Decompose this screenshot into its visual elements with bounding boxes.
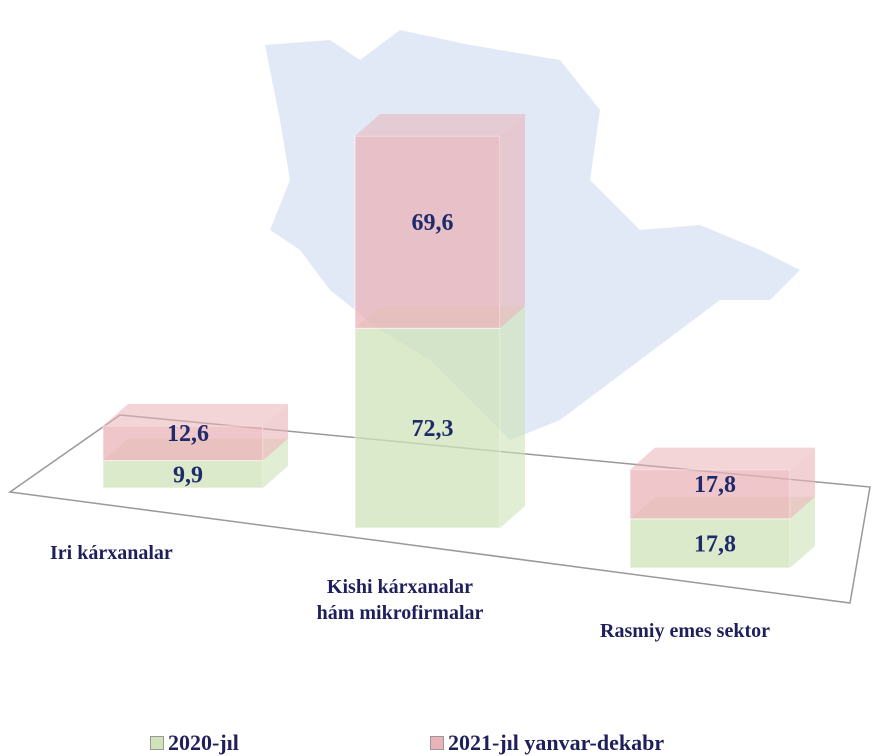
x-tick-label: Kishi kárxanalar hám mikrofirmalar xyxy=(316,576,484,624)
value-label: 69,6 xyxy=(412,210,454,236)
legend-swatch xyxy=(150,736,164,750)
value-label: 17,8 xyxy=(694,531,736,557)
legend-item: 2020-jıl xyxy=(150,730,239,756)
value-label: 72,3 xyxy=(412,416,454,442)
bar-segment xyxy=(102,460,264,489)
value-label: 17,8 xyxy=(694,472,736,498)
bar-segment xyxy=(102,425,264,462)
x-tick-label: Iri kárxanalar xyxy=(50,542,173,564)
bar-segment xyxy=(629,518,791,569)
bar-segment xyxy=(354,135,501,329)
x-tick-label: Rasmiy emes sektor xyxy=(600,620,770,642)
bar-top xyxy=(630,447,815,470)
legend-swatch xyxy=(430,736,444,750)
bar-segment xyxy=(354,327,501,529)
value-label: 12,6 xyxy=(167,421,209,447)
bar-side xyxy=(263,403,288,461)
floor xyxy=(7,414,871,604)
bar-segment xyxy=(629,469,791,520)
legend-label: 2020-jıl xyxy=(168,730,239,755)
bar-side xyxy=(790,447,815,519)
map-background xyxy=(265,30,800,440)
bar-side xyxy=(790,496,815,568)
bar-top xyxy=(355,114,525,136)
legend-item: 2021-jıl yanvar-dekabr xyxy=(430,730,664,756)
legend-label: 2021-jıl yanvar-dekabr xyxy=(448,730,665,755)
bar-side xyxy=(263,438,288,488)
bar-side xyxy=(500,306,525,528)
bar-side xyxy=(500,114,525,329)
bar-top xyxy=(103,403,288,426)
value-label: 9,9 xyxy=(173,462,203,488)
